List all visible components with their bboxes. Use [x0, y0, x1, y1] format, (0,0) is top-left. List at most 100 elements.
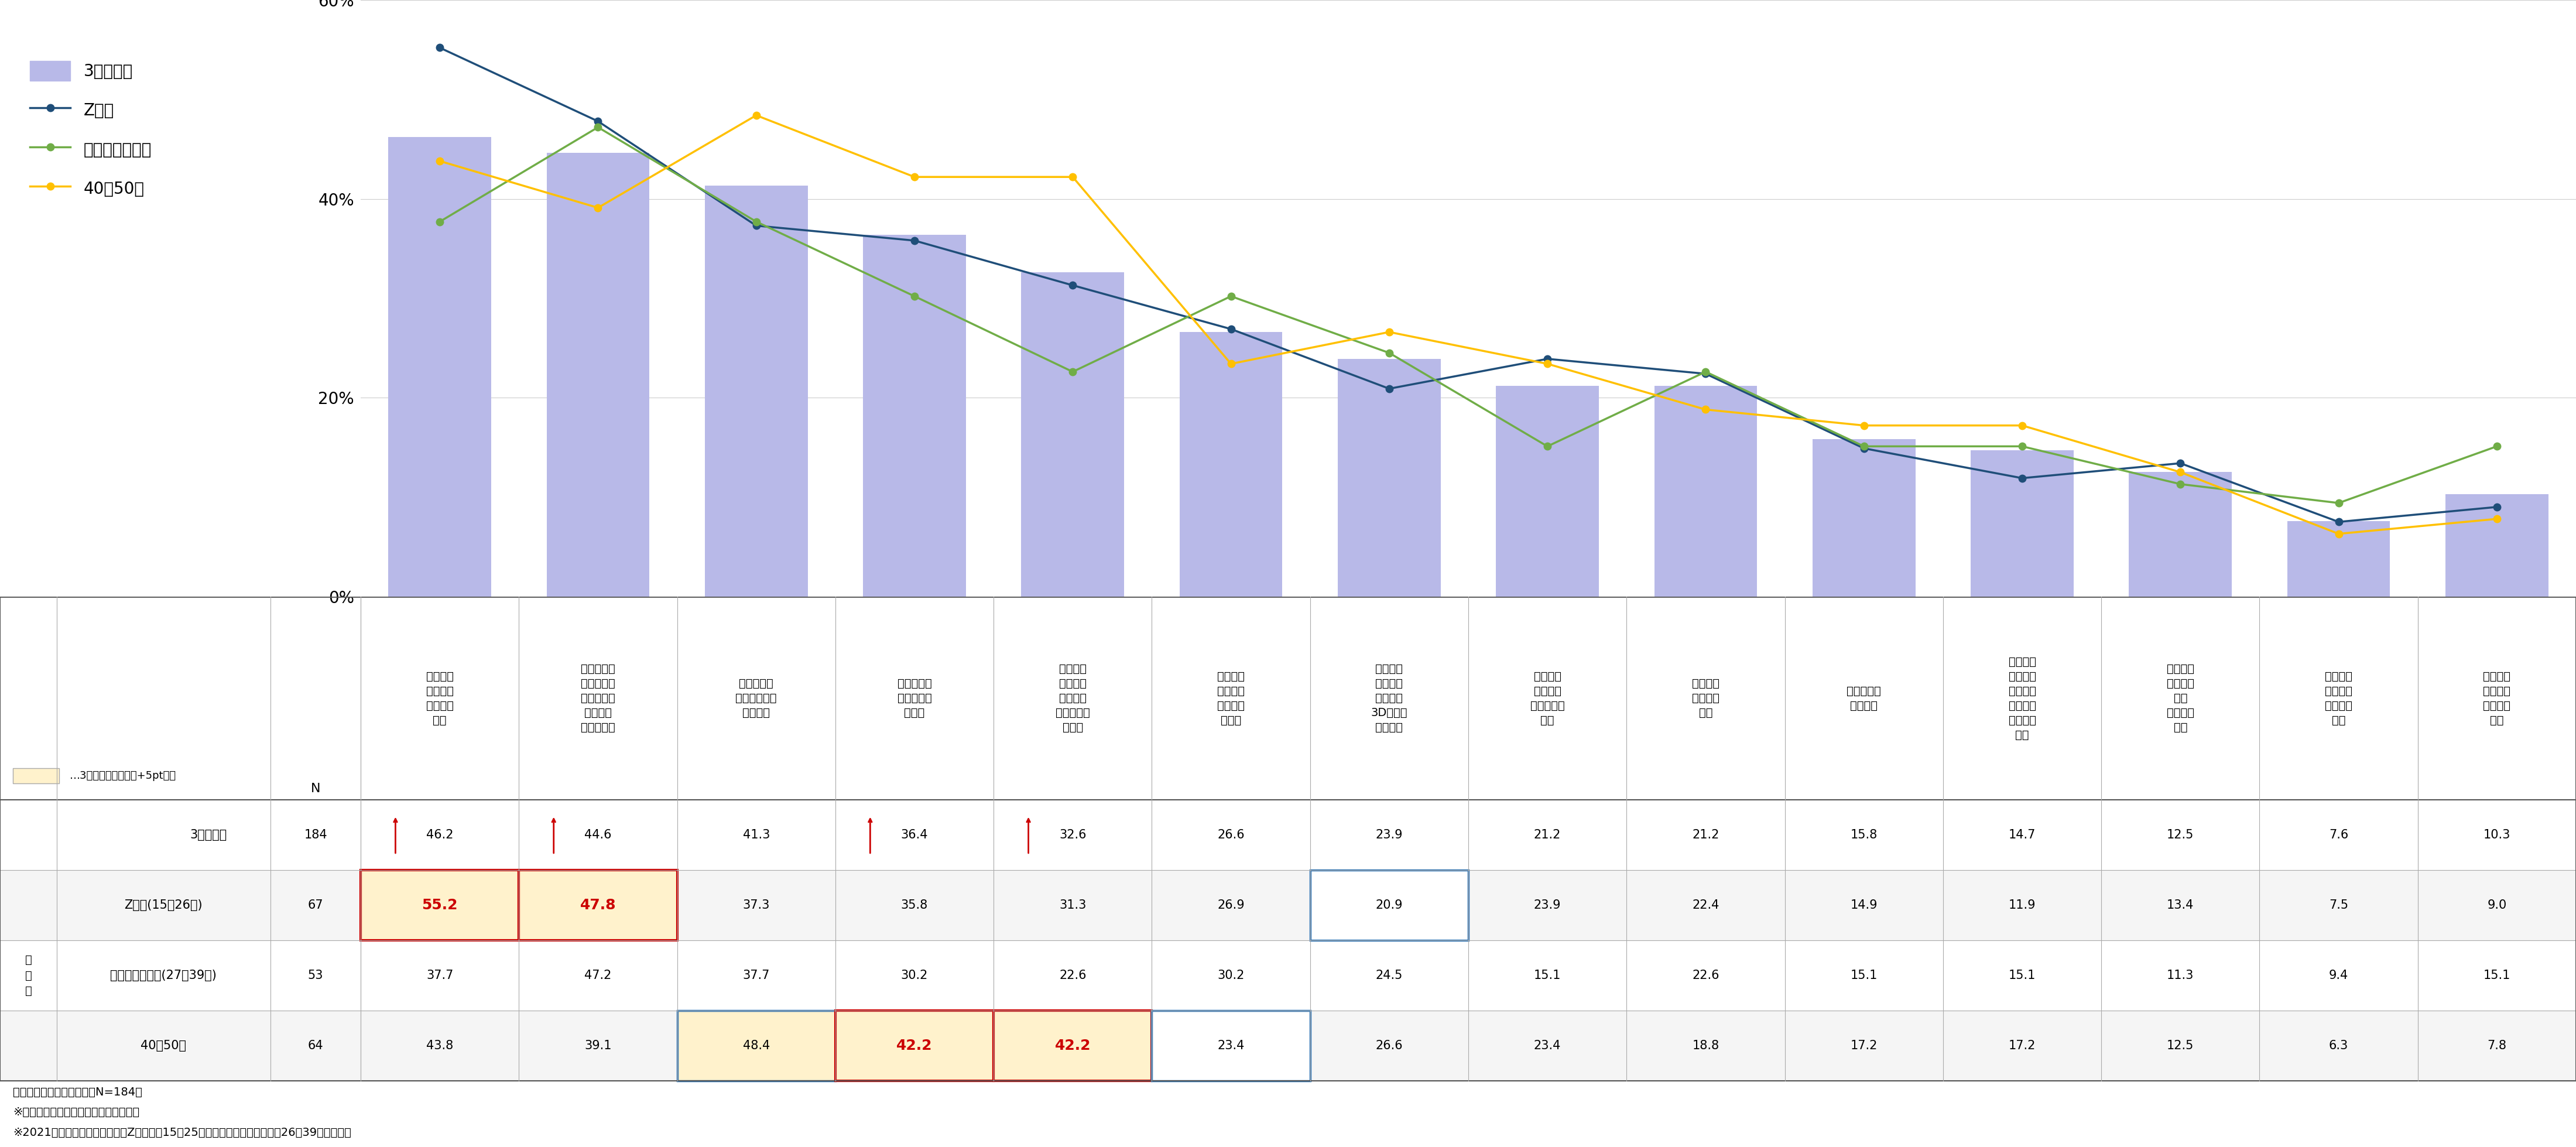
- Text: 30.2: 30.2: [1218, 969, 1244, 982]
- Bar: [1971, 451, 2074, 596]
- Bar: [518, 871, 677, 941]
- Bar: [389, 138, 492, 596]
- Text: 17.2: 17.2: [1850, 1040, 1878, 1052]
- Text: 41.3: 41.3: [742, 829, 770, 841]
- Legend: 3世代全体, Z世代, ミレニアル世代, 40～50代: 3世代全体, Z世代, ミレニアル世代, 40～50代: [26, 56, 157, 203]
- Text: 9.4: 9.4: [2329, 969, 2349, 982]
- Text: 14.7: 14.7: [2009, 829, 2035, 841]
- Text: 30.2: 30.2: [902, 969, 927, 982]
- Bar: [0, 1011, 2576, 1080]
- Text: 15.1: 15.1: [1850, 969, 1878, 982]
- Text: 9.0: 9.0: [2488, 899, 2506, 911]
- Text: 3世代全体: 3世代全体: [191, 829, 227, 841]
- Text: ミレニアル世代(27～39歳): ミレニアル世代(27～39歳): [111, 969, 216, 982]
- Bar: [677, 1011, 835, 1080]
- Bar: [2445, 494, 2548, 596]
- Bar: [361, 871, 518, 941]
- Text: 他想空間上
での、ユー
ザー同士の
コミュニ
ケーション: 他想空間上 での、ユー ザー同士の コミュニ ケーション: [580, 663, 616, 733]
- Text: 11.3: 11.3: [2166, 969, 2195, 982]
- Text: 22.6: 22.6: [1692, 969, 1718, 982]
- Bar: [1654, 385, 1757, 596]
- Text: 37.7: 37.7: [425, 969, 453, 982]
- Text: 22.4: 22.4: [1692, 899, 1718, 911]
- Text: 24.5: 24.5: [1376, 969, 1404, 982]
- Bar: [1151, 1011, 1311, 1080]
- Text: 他想空間
上で、リ
アル
ショッピ
ング: 他想空間 上で、リ アル ショッピ ング: [2166, 663, 2195, 733]
- Text: 非日常との
出会い・異空
間の体感: 非日常との 出会い・異空 間の体感: [737, 678, 778, 718]
- Text: 15.8: 15.8: [1850, 829, 1878, 841]
- Text: 23.9: 23.9: [1533, 899, 1561, 911]
- Text: 15.1: 15.1: [1533, 969, 1561, 982]
- Bar: [1814, 439, 1917, 596]
- Text: 他想空間上
での会議: 他想空間上 での会議: [1847, 685, 1880, 711]
- Text: 11.9: 11.9: [2009, 899, 2035, 911]
- Bar: [994, 1011, 1151, 1080]
- Bar: [1180, 331, 1283, 596]
- Text: 47.2: 47.2: [585, 969, 611, 982]
- Text: 37.7: 37.7: [742, 969, 770, 982]
- Text: 7.5: 7.5: [2329, 899, 2349, 911]
- Text: 17.2: 17.2: [2009, 1040, 2035, 1052]
- Text: 22.6: 22.6: [1059, 969, 1087, 982]
- Text: 55.2: 55.2: [422, 898, 459, 912]
- Text: 53: 53: [307, 969, 325, 982]
- Text: 64: 64: [307, 1040, 325, 1052]
- Text: 自分に似せ
たアバター
の作成: 自分に似せ たアバター の作成: [896, 678, 933, 718]
- Text: 基数：メタバース体験者（N=184）: 基数：メタバース体験者（N=184）: [13, 1086, 142, 1098]
- Text: N: N: [312, 782, 319, 795]
- Text: 15.1: 15.1: [2009, 969, 2035, 982]
- Text: ※2021年の年齢区分について、Z世代は、15～25歳」、ミレニアル世代は、26～39歳」で設定: ※2021年の年齢区分について、Z世代は、15～25歳」、ミレニアル世代は、26…: [13, 1128, 350, 1138]
- Bar: [706, 186, 809, 596]
- Bar: [1311, 871, 1468, 941]
- Bar: [2128, 473, 2231, 596]
- Text: 31.3: 31.3: [1059, 899, 1087, 911]
- Text: 43.8: 43.8: [425, 1040, 453, 1052]
- Text: 12.5: 12.5: [2166, 1040, 2195, 1052]
- Bar: [1337, 359, 1440, 596]
- Text: 14.9: 14.9: [1850, 899, 1878, 911]
- Text: 40～50代: 40～50代: [142, 1040, 185, 1052]
- Text: 15.1: 15.1: [2483, 969, 2512, 982]
- Text: 184: 184: [304, 829, 327, 841]
- Text: 32.6: 32.6: [1059, 829, 1087, 841]
- Text: 42.2: 42.2: [1054, 1039, 1090, 1053]
- Bar: [863, 235, 966, 596]
- Text: 18.8: 18.8: [1692, 1040, 1718, 1052]
- Text: 21.2: 21.2: [1533, 829, 1561, 841]
- Bar: [1497, 385, 1600, 596]
- Text: 20.9: 20.9: [1376, 899, 1404, 911]
- Text: 他想空間
上で、デ
ジタル作
品・コン
テンツの
購入: 他想空間 上で、デ ジタル作 品・コン テンツの 購入: [2009, 656, 2035, 740]
- Text: …3世代全体と比べて+5pt以上: …3世代全体と比べて+5pt以上: [70, 771, 175, 781]
- Text: 39.1: 39.1: [585, 1040, 611, 1052]
- Bar: [1020, 272, 1123, 596]
- Text: 36.4: 36.4: [902, 829, 927, 841]
- Text: 6.3: 6.3: [2329, 1040, 2349, 1052]
- Bar: [0, 871, 2576, 941]
- Text: 7.6: 7.6: [2329, 829, 2349, 841]
- Bar: [546, 153, 649, 596]
- Text: この中に
あてはま
るものは
ない: この中に あてはま るものは ない: [2483, 671, 2512, 726]
- Text: 23.4: 23.4: [1218, 1040, 1244, 1052]
- Text: 26.6: 26.6: [1376, 1040, 1404, 1052]
- Text: アバター
で、乗り
物にのって
移動: アバター で、乗り 物にのって 移動: [1530, 671, 1564, 726]
- Text: 44.6: 44.6: [585, 829, 611, 841]
- Text: 7.8: 7.8: [2488, 1040, 2506, 1052]
- Bar: [2287, 521, 2391, 596]
- Text: 21.2: 21.2: [1692, 829, 1718, 841]
- Text: 23.9: 23.9: [1376, 829, 1404, 841]
- Text: 26.6: 26.6: [1218, 829, 1244, 841]
- Text: 37.3: 37.3: [742, 899, 770, 911]
- Text: 35.8: 35.8: [902, 899, 927, 911]
- Bar: [13, 768, 59, 783]
- Text: 12.5: 12.5: [2166, 829, 2195, 841]
- Text: 42.2: 42.2: [896, 1039, 933, 1053]
- Text: 世
代
別: 世 代 別: [26, 954, 31, 997]
- Text: 他想空間
上でのイ
ベントへ
の参加: 他想空間 上でのイ ベントへ の参加: [1218, 671, 1244, 726]
- Bar: [835, 1011, 994, 1080]
- Text: 他想空間
上に再現
された街
やスポット
の散策: 他想空間 上に再現 された街 やスポット の散策: [1056, 663, 1090, 733]
- Text: 26.9: 26.9: [1218, 899, 1244, 911]
- Text: 空間の設
計・デザ
イン: 空間の設 計・デザ イン: [1692, 678, 1718, 718]
- Text: 23.4: 23.4: [1533, 1040, 1561, 1052]
- Text: アバター
の作成・
カスタマ
イズ: アバター の作成・ カスタマ イズ: [425, 671, 453, 726]
- Text: パフォー
マーへの
投げ錢・
応援: パフォー マーへの 投げ錢・ 応援: [2326, 671, 2352, 726]
